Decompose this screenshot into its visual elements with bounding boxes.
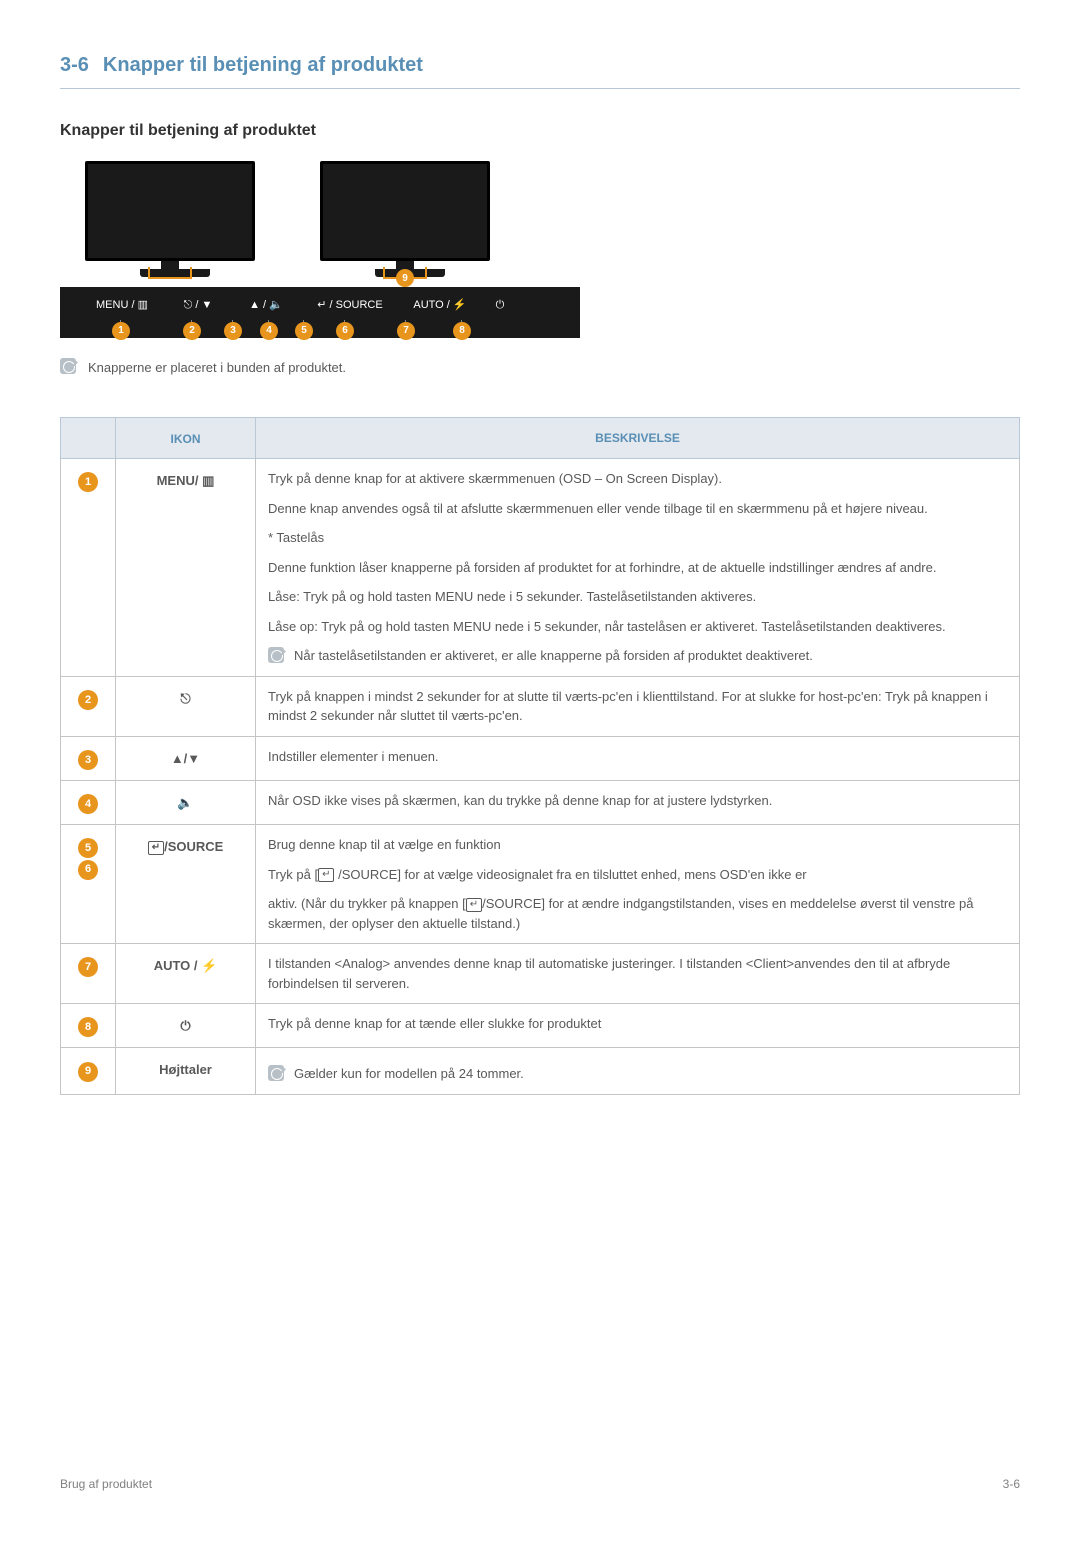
row-num: 1 — [78, 472, 98, 492]
row-num: 4 — [78, 794, 98, 814]
monitor-left — [85, 161, 255, 277]
badge-4: 4 — [260, 322, 278, 340]
btn-label-source: ↵ / SOURCE — [300, 297, 400, 314]
badge-7: 7 — [397, 322, 415, 340]
footer-right: 3-6 — [1003, 1475, 1020, 1493]
row-icon: ⎋ — [116, 676, 256, 736]
note-text: Knapperne er placeret i bunden af produk… — [88, 358, 346, 378]
row-desc: Brug denne knap til at vælge en funktion… — [256, 825, 1020, 944]
row-num: 5 — [78, 838, 98, 858]
badge-2: 2 — [183, 322, 201, 340]
th-icon: IKON — [116, 418, 256, 459]
row-num: 8 — [78, 1017, 98, 1037]
btn-label-auto: AUTO / ⚡ — [400, 297, 480, 314]
badge-5: 5 — [295, 322, 313, 340]
product-image: 9 MENU / ▥ ⎋ / ▼ ▲ / 🔈 ↵ / SOURCE AUTO /… — [60, 161, 1020, 338]
inline-note: Gælder kun for modellen på 24 tommer. — [268, 1064, 1007, 1084]
row-num: 6 — [78, 860, 98, 880]
row-icon: ▲/▼ — [116, 736, 256, 780]
footer-left: Brug af produktet — [60, 1475, 152, 1493]
row-desc: Tryk på denne knap for at aktivere skærm… — [256, 459, 1020, 677]
badge-1: 1 — [112, 322, 130, 340]
note-icon — [268, 647, 284, 663]
footer: Brug af produktet 3-6 — [60, 1475, 1020, 1493]
row-desc: Indstiller elementer i menuen. — [256, 736, 1020, 780]
row-desc: Gælder kun for modellen på 24 tommer. — [256, 1048, 1020, 1095]
row-num: 3 — [78, 750, 98, 770]
table-row: 9 Højttaler Gælder kun for modellen på 2… — [61, 1048, 1020, 1095]
note-icon — [268, 1065, 284, 1081]
badge-6: 6 — [336, 322, 354, 340]
table-row: 56 ↵/SOURCE Brug denne knap til at vælge… — [61, 825, 1020, 944]
th-blank — [61, 418, 116, 459]
table-row: 3 ▲/▼ Indstiller elementer i menuen. — [61, 736, 1020, 780]
section-number: 3-6 — [60, 54, 89, 76]
speaker-badge: 9 — [396, 269, 414, 287]
row-desc: Tryk på denne knap for at tænde eller sl… — [256, 1004, 1020, 1048]
row-desc: Når OSD ikke vises på skærmen, kan du tr… — [256, 780, 1020, 824]
badge-3: 3 — [224, 322, 242, 340]
row-icon: ↵/SOURCE — [116, 825, 256, 944]
row-icon: MENU/ ▥ — [116, 459, 256, 677]
badge-8: 8 — [453, 322, 471, 340]
section-title: Knapper til betjening af produktet — [103, 54, 423, 76]
section-header: 3-6 Knapper til betjening af produktet — [60, 50, 1020, 89]
inline-note: Når tastelåsetilstanden er aktiveret, er… — [268, 646, 1007, 666]
note-icon — [60, 358, 76, 374]
button-bar: MENU / ▥ ⎋ / ▼ ▲ / 🔈 ↵ / SOURCE AUTO / ⚡… — [60, 287, 580, 338]
table-row: 8 ⏻ Tryk på denne knap for at tænde elle… — [61, 1004, 1020, 1048]
row-num: 2 — [78, 690, 98, 710]
table-row: 7 AUTO / ⚡ I tilstanden <Analog> anvende… — [61, 944, 1020, 1004]
row-num: 7 — [78, 957, 98, 977]
btn-label-vol: ▲ / 🔈 — [232, 297, 300, 314]
row-desc: I tilstanden <Analog> anvendes denne kna… — [256, 944, 1020, 1004]
row-icon: Højttaler — [116, 1048, 256, 1095]
table-row: 1 MENU/ ▥ Tryk på denne knap for at akti… — [61, 459, 1020, 677]
row-desc: Tryk på knappen i mindst 2 sekunder for … — [256, 676, 1020, 736]
btn-label-menu: MENU / ▥ — [80, 297, 164, 314]
btn-label-power: ⏻ — [480, 297, 520, 314]
row-icon: ⏻ — [116, 1004, 256, 1048]
placement-note: Knapperne er placeret i bunden af produk… — [60, 358, 1020, 378]
monitor-right: 9 — [320, 161, 490, 277]
th-desc: BESKRIVELSE — [256, 418, 1020, 459]
row-num: 9 — [78, 1062, 98, 1082]
table-row: 2 ⎋ Tryk på knappen i mindst 2 sekunder … — [61, 676, 1020, 736]
buttons-table: IKON BESKRIVELSE 1 MENU/ ▥ Tryk på denne… — [60, 417, 1020, 1095]
subtitle: Knapper til betjening af produktet — [60, 119, 1020, 143]
row-icon: AUTO / ⚡ — [116, 944, 256, 1004]
row-icon: 🔈 — [116, 780, 256, 824]
table-row: 4 🔈 Når OSD ikke vises på skærmen, kan d… — [61, 780, 1020, 824]
btn-label-exit: ⎋ / ▼ — [164, 297, 232, 314]
